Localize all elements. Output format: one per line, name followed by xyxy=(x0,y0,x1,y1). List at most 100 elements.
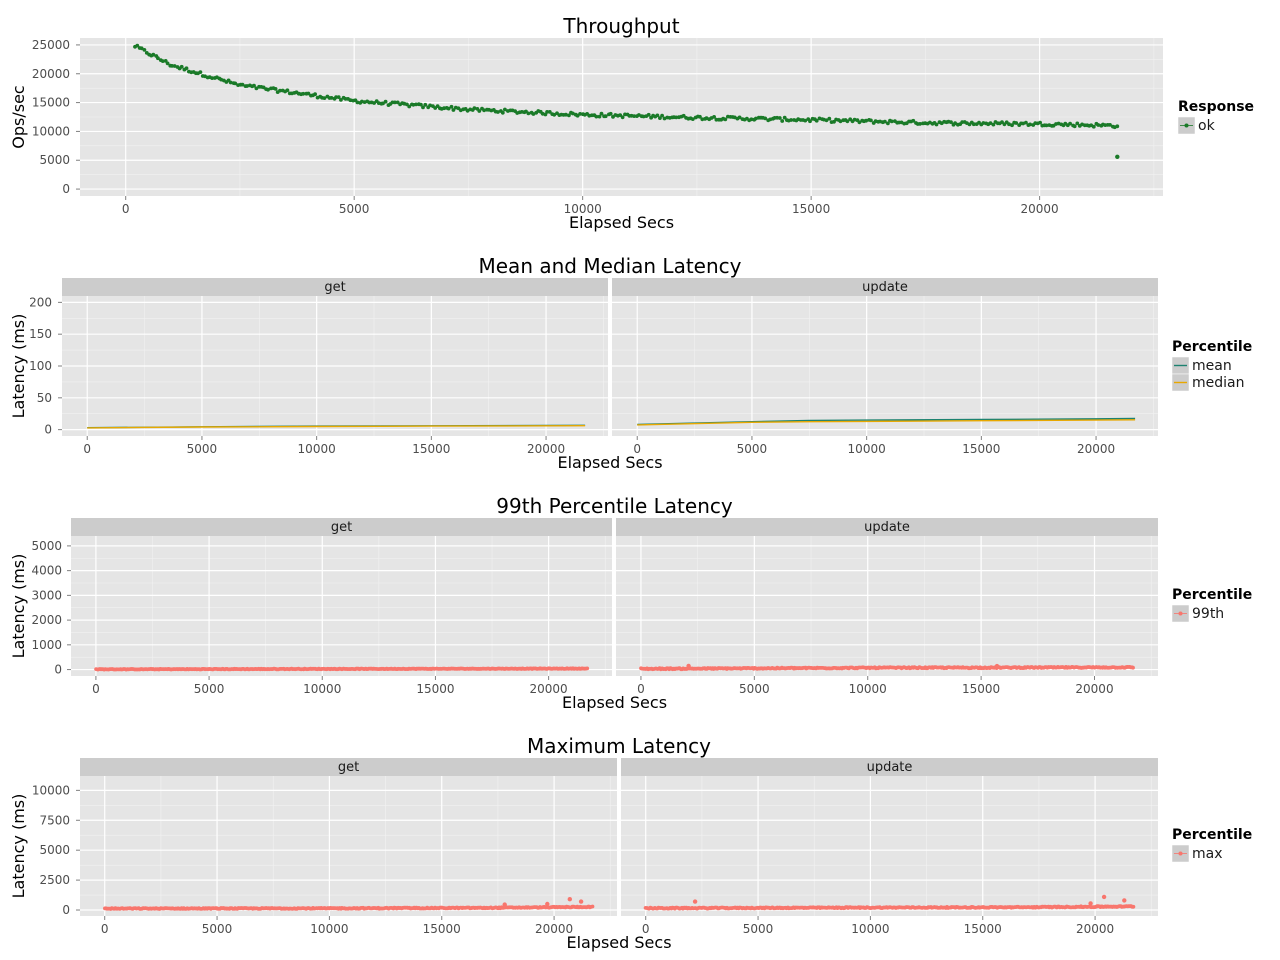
panel-get: get 0 5000 10000 15000 20000 0 1000 2000 3000 4000… xyxy=(31,518,612,696)
data-point xyxy=(1096,123,1101,127)
y-tick-label: 5000 xyxy=(39,153,70,167)
legend-title: Percentile xyxy=(1172,339,1252,355)
data-point xyxy=(660,113,664,118)
data-point xyxy=(135,43,140,48)
x-tick-label: 0 xyxy=(83,442,91,456)
data-point-outlier xyxy=(1115,154,1120,159)
x-tick-label: 15000 xyxy=(416,682,454,696)
data-point xyxy=(500,110,505,115)
data-point xyxy=(142,48,147,52)
series-median xyxy=(87,425,586,429)
data-point xyxy=(1131,904,1136,909)
data-point xyxy=(1115,124,1120,129)
data-point xyxy=(419,102,423,107)
data-point xyxy=(991,122,996,127)
x-tick-label: 20000 xyxy=(1075,682,1113,696)
data-point xyxy=(383,99,388,104)
y-tick-label: 5000 xyxy=(39,843,70,857)
series-median xyxy=(637,419,1136,426)
x-tick-label: 5000 xyxy=(202,922,233,936)
data-point xyxy=(329,96,334,100)
data-point xyxy=(165,61,170,66)
y-tick-label: 2000 xyxy=(31,613,62,627)
data-point xyxy=(949,120,953,124)
data-point xyxy=(198,70,203,74)
data-point xyxy=(971,122,976,127)
facet-strip xyxy=(80,758,617,776)
x-tick-label: 20000 xyxy=(1077,442,1115,456)
y-tick-label: 5000 xyxy=(31,539,62,553)
data-point xyxy=(451,108,456,112)
data-point xyxy=(597,114,602,119)
x-tick-label: 10000 xyxy=(848,442,886,456)
data-point xyxy=(824,118,829,123)
data-point xyxy=(737,115,742,120)
data-point xyxy=(449,104,454,109)
x-tick-label: 10000 xyxy=(310,922,348,936)
data-point xyxy=(1072,124,1077,129)
data-point xyxy=(503,107,507,112)
data-point xyxy=(1007,122,1011,127)
y-tick-label: 0 xyxy=(62,182,70,196)
data-point xyxy=(585,666,590,671)
chart-4: Maximum Latency get 0 5000 10000 15000 20000 0 2… xyxy=(9,734,1252,952)
data-point xyxy=(446,106,451,111)
data-point xyxy=(814,118,819,123)
data-point xyxy=(184,66,189,71)
data-point xyxy=(273,87,278,91)
data-point xyxy=(355,100,360,105)
x-tick-label: 5000 xyxy=(739,682,770,696)
data-point xyxy=(233,81,238,86)
data-point xyxy=(911,118,916,123)
data-point xyxy=(618,113,623,117)
data-point xyxy=(782,115,787,120)
data-point-outlier xyxy=(994,663,1000,669)
data-point xyxy=(646,112,651,117)
data-point xyxy=(278,88,282,93)
legend-title: Percentile xyxy=(1172,827,1252,843)
panel: 0 5000 10000 15000 20000 0 5000 10000 15000 20000… xyxy=(32,38,1163,216)
data-point xyxy=(334,95,338,99)
data-point xyxy=(827,116,832,121)
x-tick-label: 15000 xyxy=(792,202,830,216)
data-point xyxy=(838,119,843,124)
x-tick-label: 15000 xyxy=(423,922,461,936)
data-point xyxy=(934,122,939,127)
facet-label: update xyxy=(862,280,908,295)
facet-label: update xyxy=(864,520,910,535)
legend-label: median xyxy=(1192,375,1244,391)
data-point xyxy=(1131,665,1135,670)
chart-1: Throughput 0 5000 10000 15000 20000 0 5000 10000… xyxy=(9,14,1254,232)
data-point xyxy=(869,118,873,123)
plot-background xyxy=(71,536,612,676)
y-tick-label: 2500 xyxy=(39,873,70,887)
y-tick-label: 15000 xyxy=(32,96,70,110)
legend-label: 99th xyxy=(1192,606,1224,622)
data-point xyxy=(156,56,160,61)
data-point xyxy=(988,121,993,125)
x-tick-label: 15000 xyxy=(412,442,450,456)
data-point xyxy=(780,119,785,123)
y-axis-title: Latency (ms) xyxy=(9,554,28,659)
data-point xyxy=(567,113,571,118)
y-tick-label: 0 xyxy=(44,423,52,437)
data-point xyxy=(336,95,341,99)
data-point xyxy=(632,114,636,118)
data-point xyxy=(160,59,165,63)
data-point-outlier xyxy=(686,663,691,669)
data-point xyxy=(886,121,890,126)
data-point xyxy=(421,105,425,110)
data-point xyxy=(496,110,500,114)
facet-strip xyxy=(612,278,1158,296)
y-tick-label: 10000 xyxy=(32,124,70,138)
y-tick-label: 50 xyxy=(37,391,52,405)
data-point xyxy=(754,116,758,121)
data-point xyxy=(545,110,549,114)
data-point xyxy=(712,115,716,119)
series-99th xyxy=(94,666,590,672)
data-point xyxy=(763,116,768,121)
data-point xyxy=(590,904,595,909)
data-point xyxy=(1010,123,1014,128)
